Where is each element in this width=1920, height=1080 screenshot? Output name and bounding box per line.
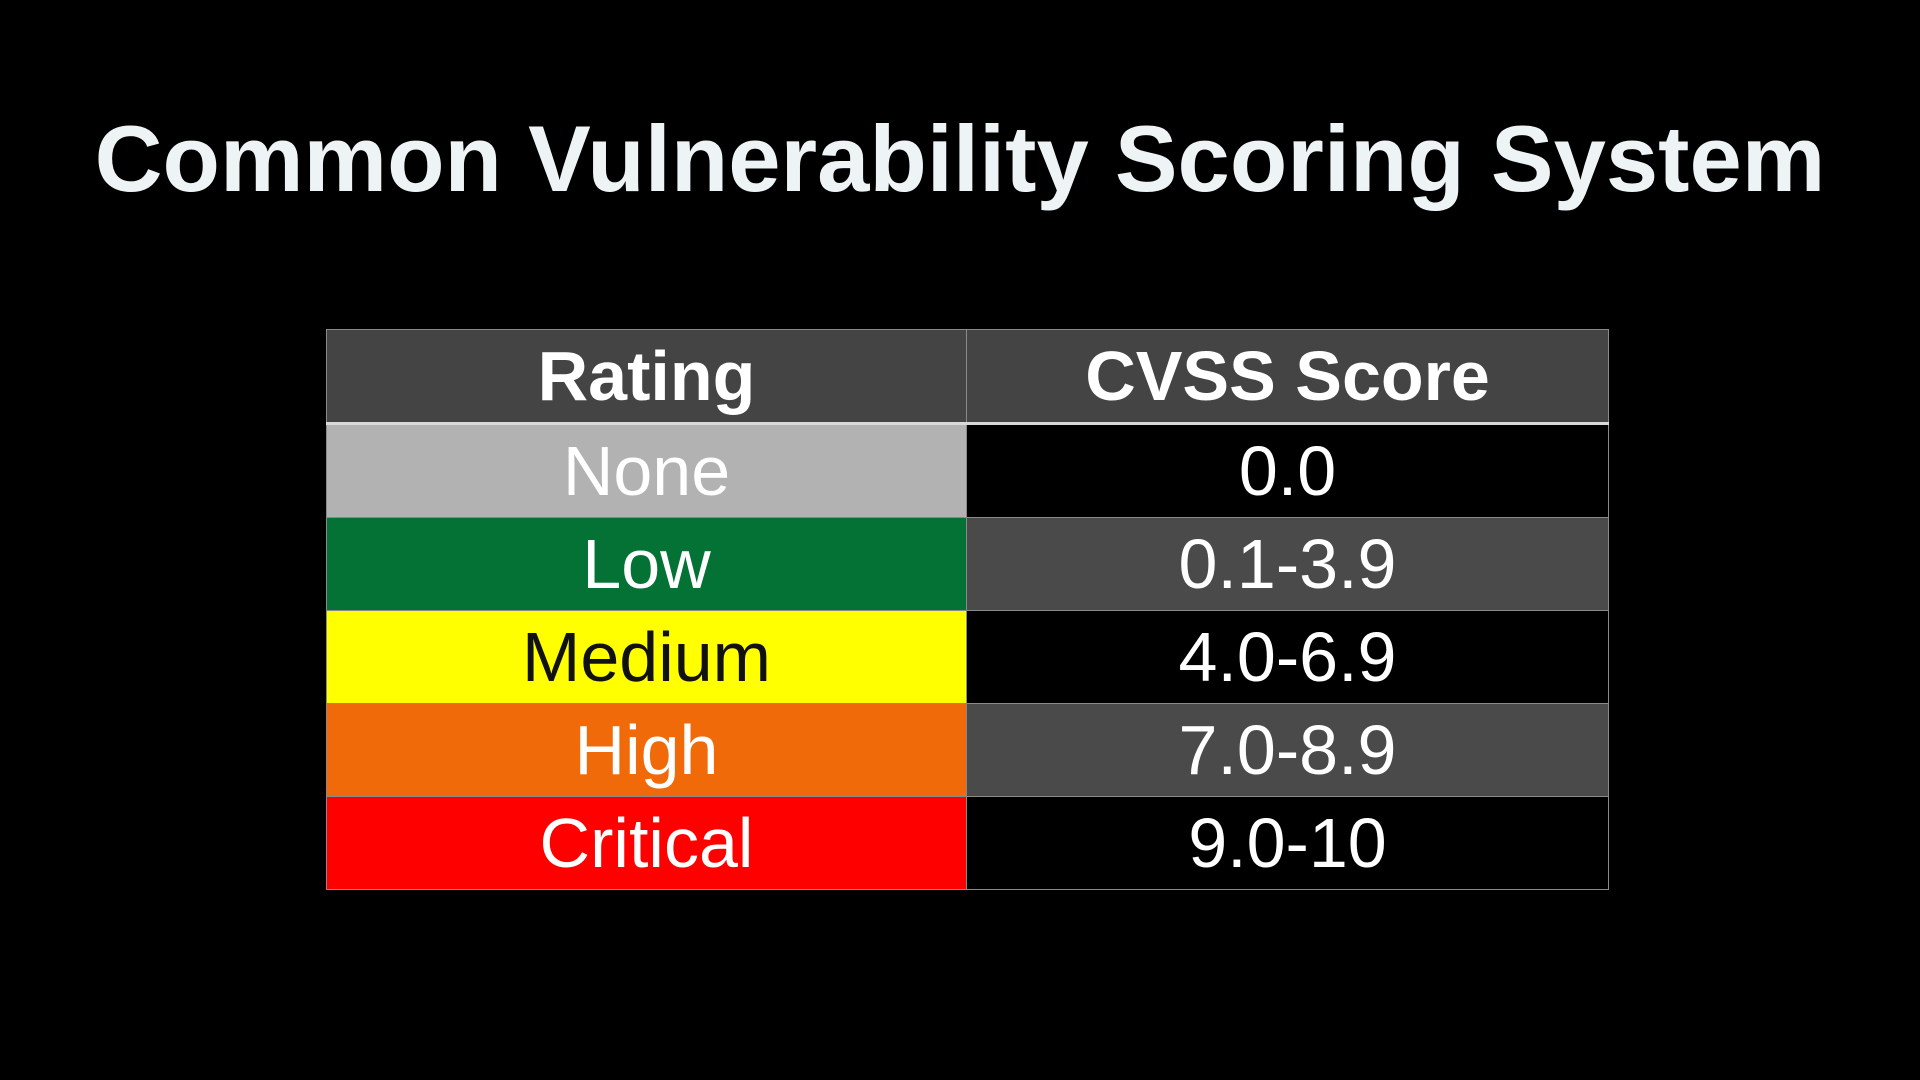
table-row: Medium 4.0-6.9 [326,610,1609,704]
score-cell-high: 7.0-8.9 [966,703,1609,797]
score-cell-low: 0.1-3.9 [966,517,1609,611]
header-rating: Rating [326,329,967,425]
table-row: None 0.0 [326,423,1609,518]
table-row: Critical 9.0-10 [326,796,1609,890]
table-row: High 7.0-8.9 [326,703,1609,797]
rating-cell-critical: Critical [326,796,967,890]
score-cell-medium: 4.0-6.9 [966,610,1609,704]
slide-title: Common Vulnerability Scoring System [94,106,1826,211]
table-header-row: Rating CVSS Score [326,329,1609,425]
table-row: Low 0.1-3.9 [326,517,1609,611]
cvss-rating-table: Rating CVSS Score None 0.0 Low 0.1-3.9 M… [326,329,1609,890]
score-cell-critical: 9.0-10 [966,796,1609,890]
header-cvss-score: CVSS Score [966,329,1609,425]
rating-cell-low: Low [326,517,967,611]
rating-cell-high: High [326,703,967,797]
rating-cell-none: None [326,423,967,518]
score-cell-none: 0.0 [966,423,1609,518]
rating-cell-medium: Medium [326,610,967,704]
